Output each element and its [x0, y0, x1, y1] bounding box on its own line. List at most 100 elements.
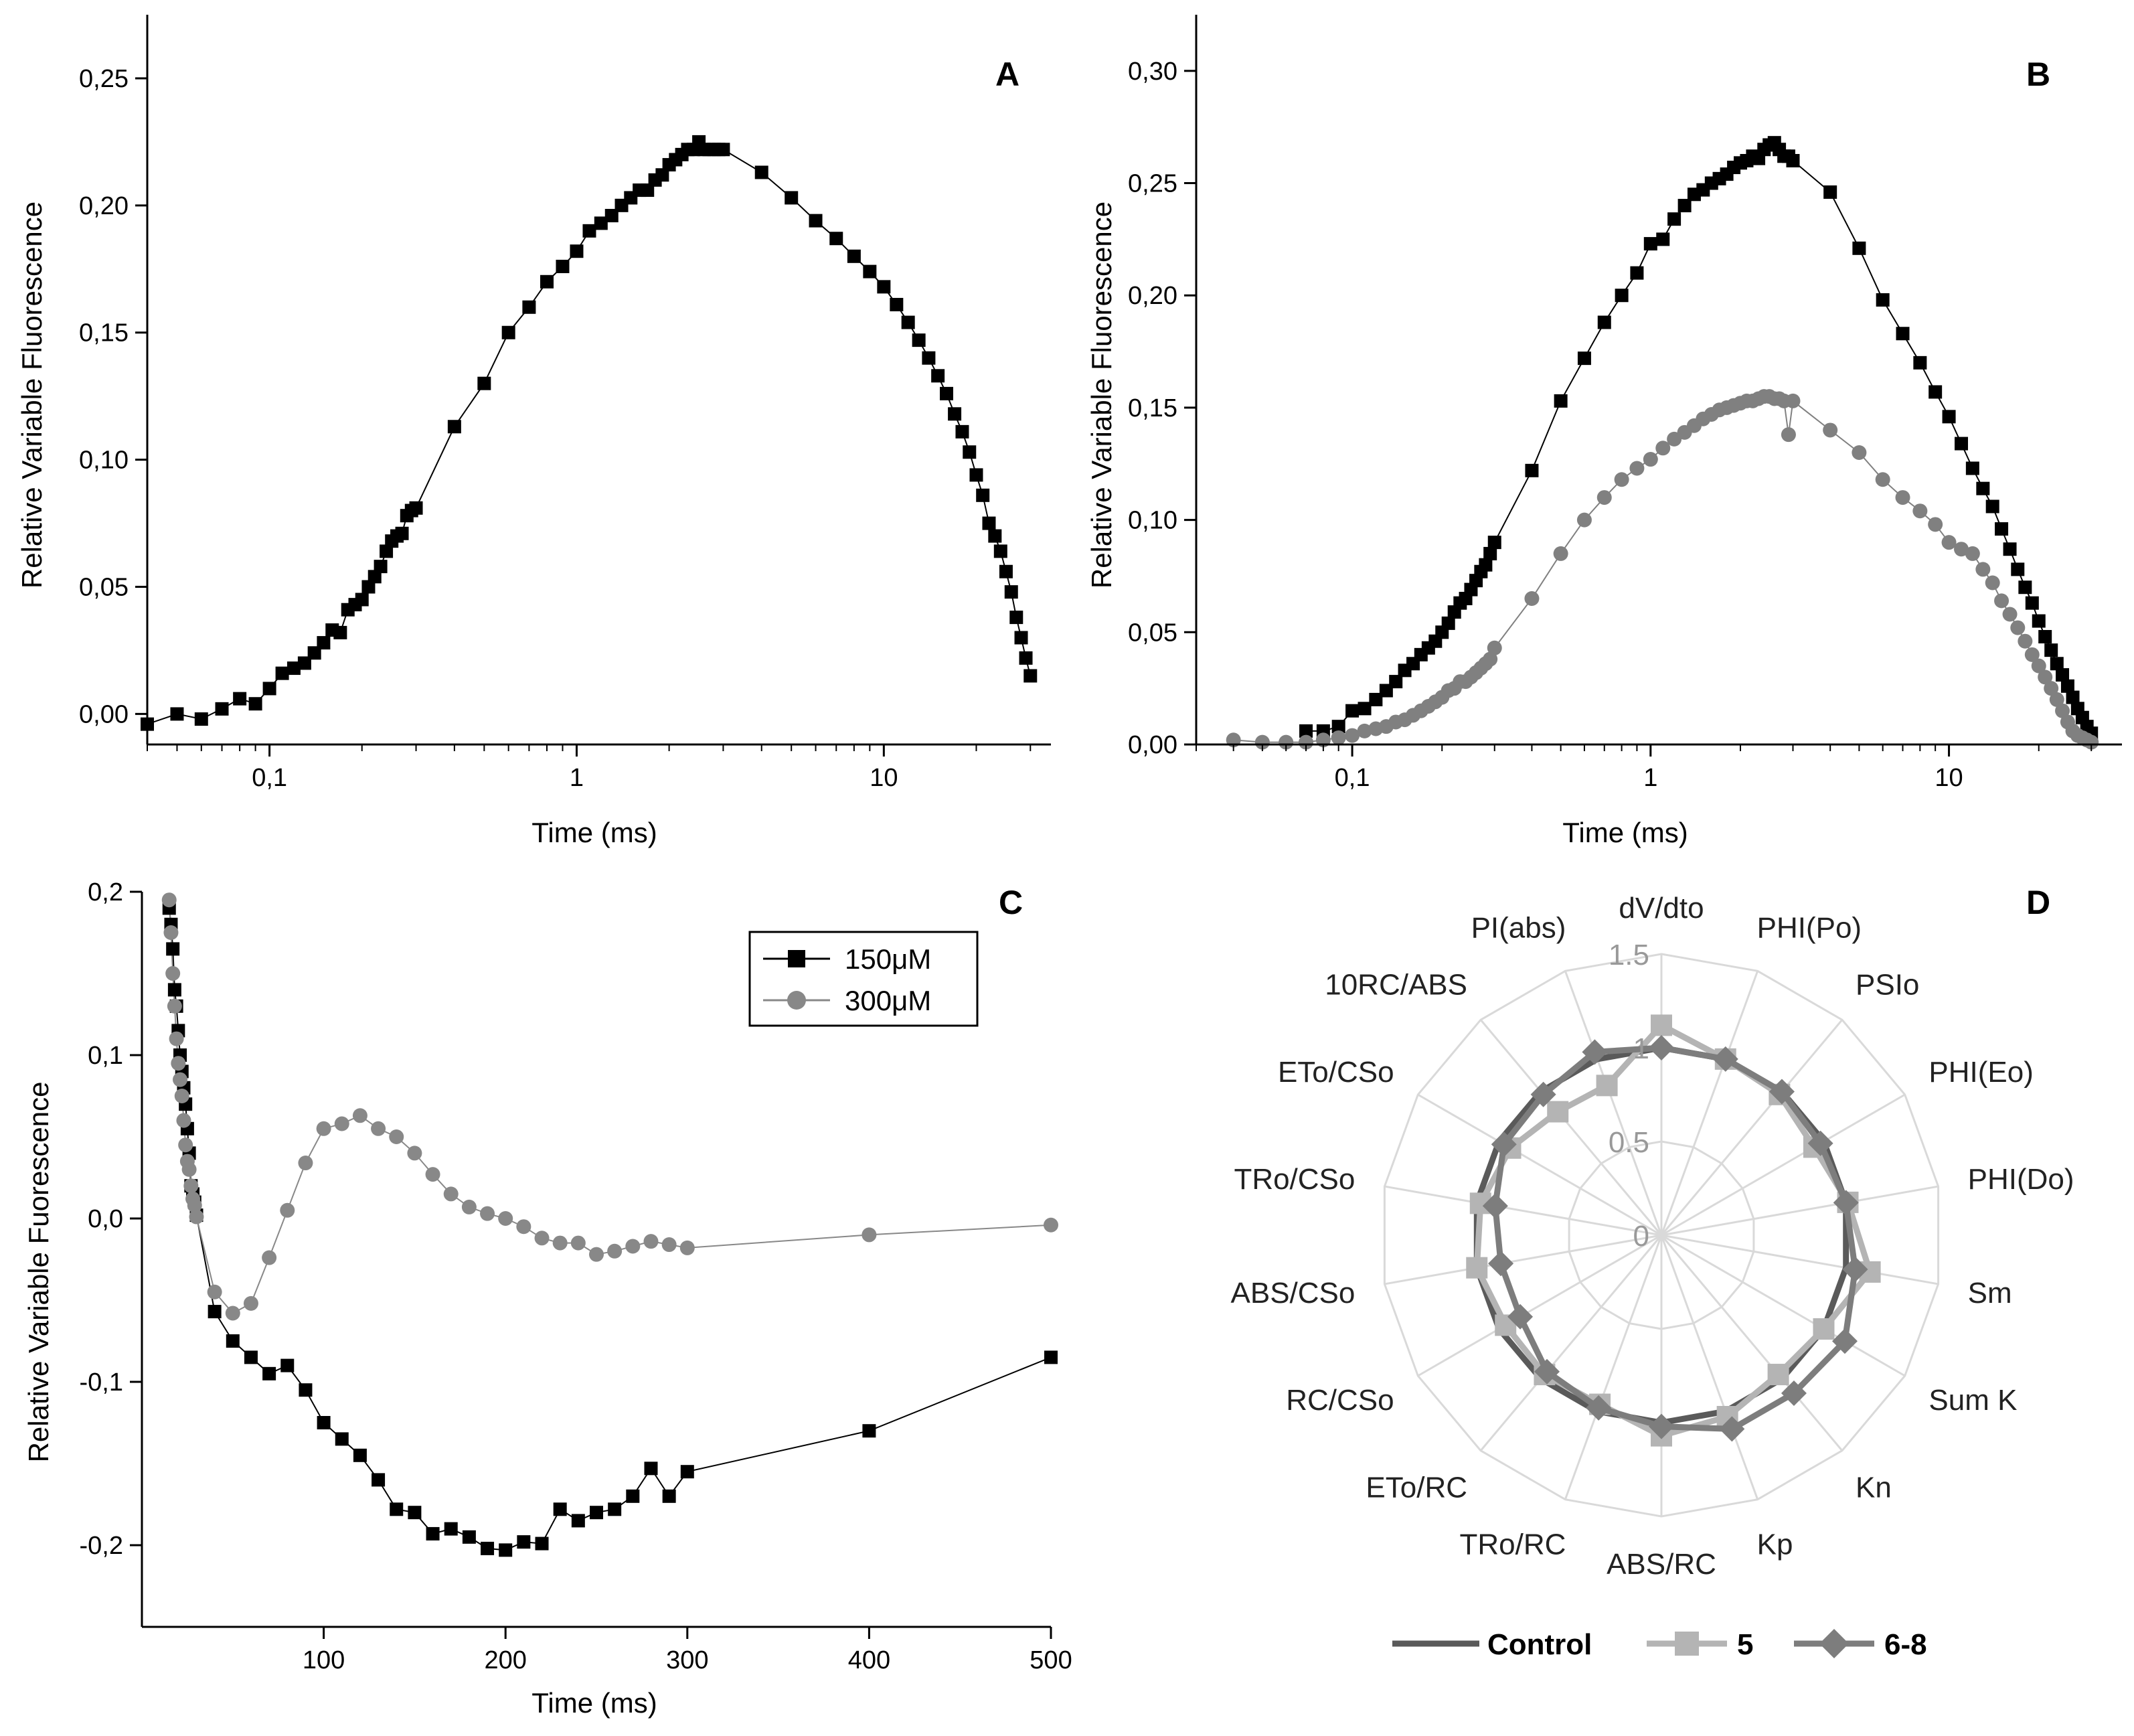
panel-a-series-0-point — [993, 544, 1007, 558]
radar-series-2-point — [1842, 1257, 1868, 1283]
panel-a-data-points — [141, 135, 1038, 731]
radar-spoke — [1661, 1234, 1939, 1285]
radar-spoke — [1384, 1185, 1662, 1237]
panel-b-series-0-point — [1597, 315, 1611, 329]
panel-b-series-0-point — [1823, 185, 1837, 199]
panel-a-series-0-point — [829, 232, 843, 246]
panel-b-series-1-point — [1345, 728, 1360, 743]
panel-c-y-tick-label: 0,1 — [88, 1042, 123, 1070]
radar-axis-label: PHI(Do) — [1968, 1163, 2074, 1196]
panel-a-series-0-point — [286, 661, 301, 676]
panel-c-legend-box — [748, 931, 979, 1027]
radar-radial-tick-label: 1 — [1633, 1032, 1649, 1065]
panel-c-series-0-point — [299, 1383, 313, 1397]
panel-c-series-1-point — [181, 1162, 197, 1177]
radar-axis-label: PSIo — [1856, 969, 1919, 1002]
panel-b-series-0-point — [2032, 614, 2046, 628]
panel-a-x-tick-label: 0,1 — [252, 764, 287, 792]
radar-axis-label: ETo/RC — [1366, 1471, 1467, 1504]
panel-c-x-tick-label: 400 — [848, 1646, 890, 1674]
panel-b-series-0-point — [1913, 356, 1927, 370]
panel-c-series-1-point — [163, 925, 179, 940]
panel-b-series-1-point — [2038, 669, 2053, 685]
legend-5-marker — [1675, 1632, 1699, 1656]
panel-a-series-0-point — [847, 249, 861, 263]
panel-c-series-0-point — [335, 1432, 349, 1446]
panel-b-series-1-point — [1279, 734, 1294, 750]
radar-series-1-point — [1651, 1014, 1672, 1036]
panel-c-series-1-point — [407, 1146, 422, 1161]
panel-a-x-tick-label: 10 — [870, 764, 898, 792]
panel-c-series-0-point — [862, 1424, 876, 1438]
panel-c-y-tick-label: 0,2 — [88, 878, 123, 906]
panel-c-series-0-point — [353, 1448, 367, 1462]
panel-a-series-0-point — [716, 143, 730, 157]
panel-b-x-tick-label: 0,1 — [1335, 764, 1370, 792]
panel-b-series-1-point — [1299, 734, 1314, 750]
panel-a-series-0-point — [948, 407, 962, 421]
legend-control-label: Control — [1487, 1628, 1592, 1661]
panel-c-series-1-point — [552, 1235, 568, 1251]
panel-c-series-1-point — [643, 1234, 659, 1249]
panel-a-series-0-point — [275, 666, 289, 680]
panel-b-series-1-point — [1823, 422, 1838, 438]
panel-a-series-0-point — [233, 692, 247, 706]
panel-b-chart: 0,1 1 10 0,00 0,05 0,10 0,15 0,20 0,25 0,30 B Tim… — [1086, 15, 2122, 848]
panel-c-x-tick-label: 500 — [1030, 1646, 1072, 1674]
panel-a-y-tick-label: 0,10 — [79, 447, 129, 475]
panel-a-series-0-point — [982, 516, 996, 530]
panel-a-series-0-point — [999, 564, 1013, 578]
panel-c-x-tick-label: 300 — [666, 1646, 708, 1674]
radar-series-2-point — [1649, 1413, 1674, 1439]
panel-c-series-1-point — [169, 1031, 184, 1046]
panel-b-series-0-point — [1358, 702, 1372, 716]
panel-a-series-0-point — [477, 376, 491, 390]
panel-a-series-0-point — [307, 646, 321, 660]
panel-a-series-0-point — [969, 468, 983, 482]
panel-b-series-1-point — [2018, 633, 2033, 649]
radar-spoke — [1417, 1234, 1662, 1377]
radar-series-2-point — [1832, 1328, 1858, 1354]
panel-c-series-0-point — [626, 1489, 640, 1503]
radar-spoke — [1661, 1093, 1906, 1237]
panel-b-series-1-point — [1928, 517, 1943, 532]
panel-c-series-1-point — [679, 1240, 695, 1255]
panel-c-series-1-point — [176, 1113, 191, 1128]
legend-6-8-label: 6-8 — [1884, 1628, 1927, 1661]
panel-c-series-0-point — [372, 1473, 386, 1487]
panel-b-series-1-point — [1954, 542, 1969, 557]
radar-series-2-point — [1712, 1046, 1738, 1072]
panel-a-y-tick-label: 0,20 — [79, 192, 129, 220]
panel-b-series-1-point — [1941, 535, 1957, 550]
panel-c-series-0-point — [499, 1543, 513, 1557]
panel-b-y-tick-label: 0,15 — [1128, 394, 1177, 422]
panel-c-series-0-point — [262, 1366, 276, 1380]
radar-spoke — [1661, 1234, 1906, 1377]
radar-axis-label: PHI(Po) — [1757, 912, 1862, 945]
panel-b-series-1-point — [2031, 658, 2046, 674]
panel-b-series-0-point — [1995, 522, 2009, 536]
panel-a-series-0-point — [912, 333, 926, 347]
panel-a-series-0-point — [1004, 585, 1018, 599]
panel-b-series-1-point — [1553, 546, 1568, 561]
panel-c-series-0-point — [462, 1530, 476, 1544]
panel-b-series-1-point — [1643, 452, 1658, 467]
panel-a-series-0-point — [785, 191, 799, 205]
panel-c-series-0-point — [571, 1514, 585, 1528]
panel-c-series-1-point — [371, 1121, 386, 1136]
panel-a-series-0-point — [355, 593, 369, 607]
panel-c-series-1-point — [443, 1186, 459, 1202]
panel-b-series-0-point — [1345, 704, 1360, 718]
radar-radial-tick-label: 1.5 — [1609, 939, 1649, 971]
panel-d-radar-chart: dV/dto PHI(Po) PSIo PHI(Eo) PHI(Do) Sm Sum K Kn… — [1231, 884, 2074, 1661]
panel-b-series-0-point — [1389, 675, 1403, 689]
panel-b-axes: 0,1 1 10 0,00 0,05 0,10 0,15 0,20 0,25 0,30 — [1128, 15, 2122, 792]
panel-a-series-0-point — [262, 682, 276, 696]
panel-b-series-0-point — [1965, 461, 1979, 475]
panel-b-series-1-point — [1994, 593, 2009, 609]
panel-a-axes: 0,1 1 10 0,00 0,05 0,10 0,15 0,20 0,25 — [79, 15, 1051, 792]
panel-c-series-1-point — [661, 1237, 677, 1253]
radar-spoke — [1660, 970, 1759, 1236]
panel-c-series-1-point — [187, 1198, 202, 1213]
radar-spoke — [1384, 1234, 1662, 1285]
